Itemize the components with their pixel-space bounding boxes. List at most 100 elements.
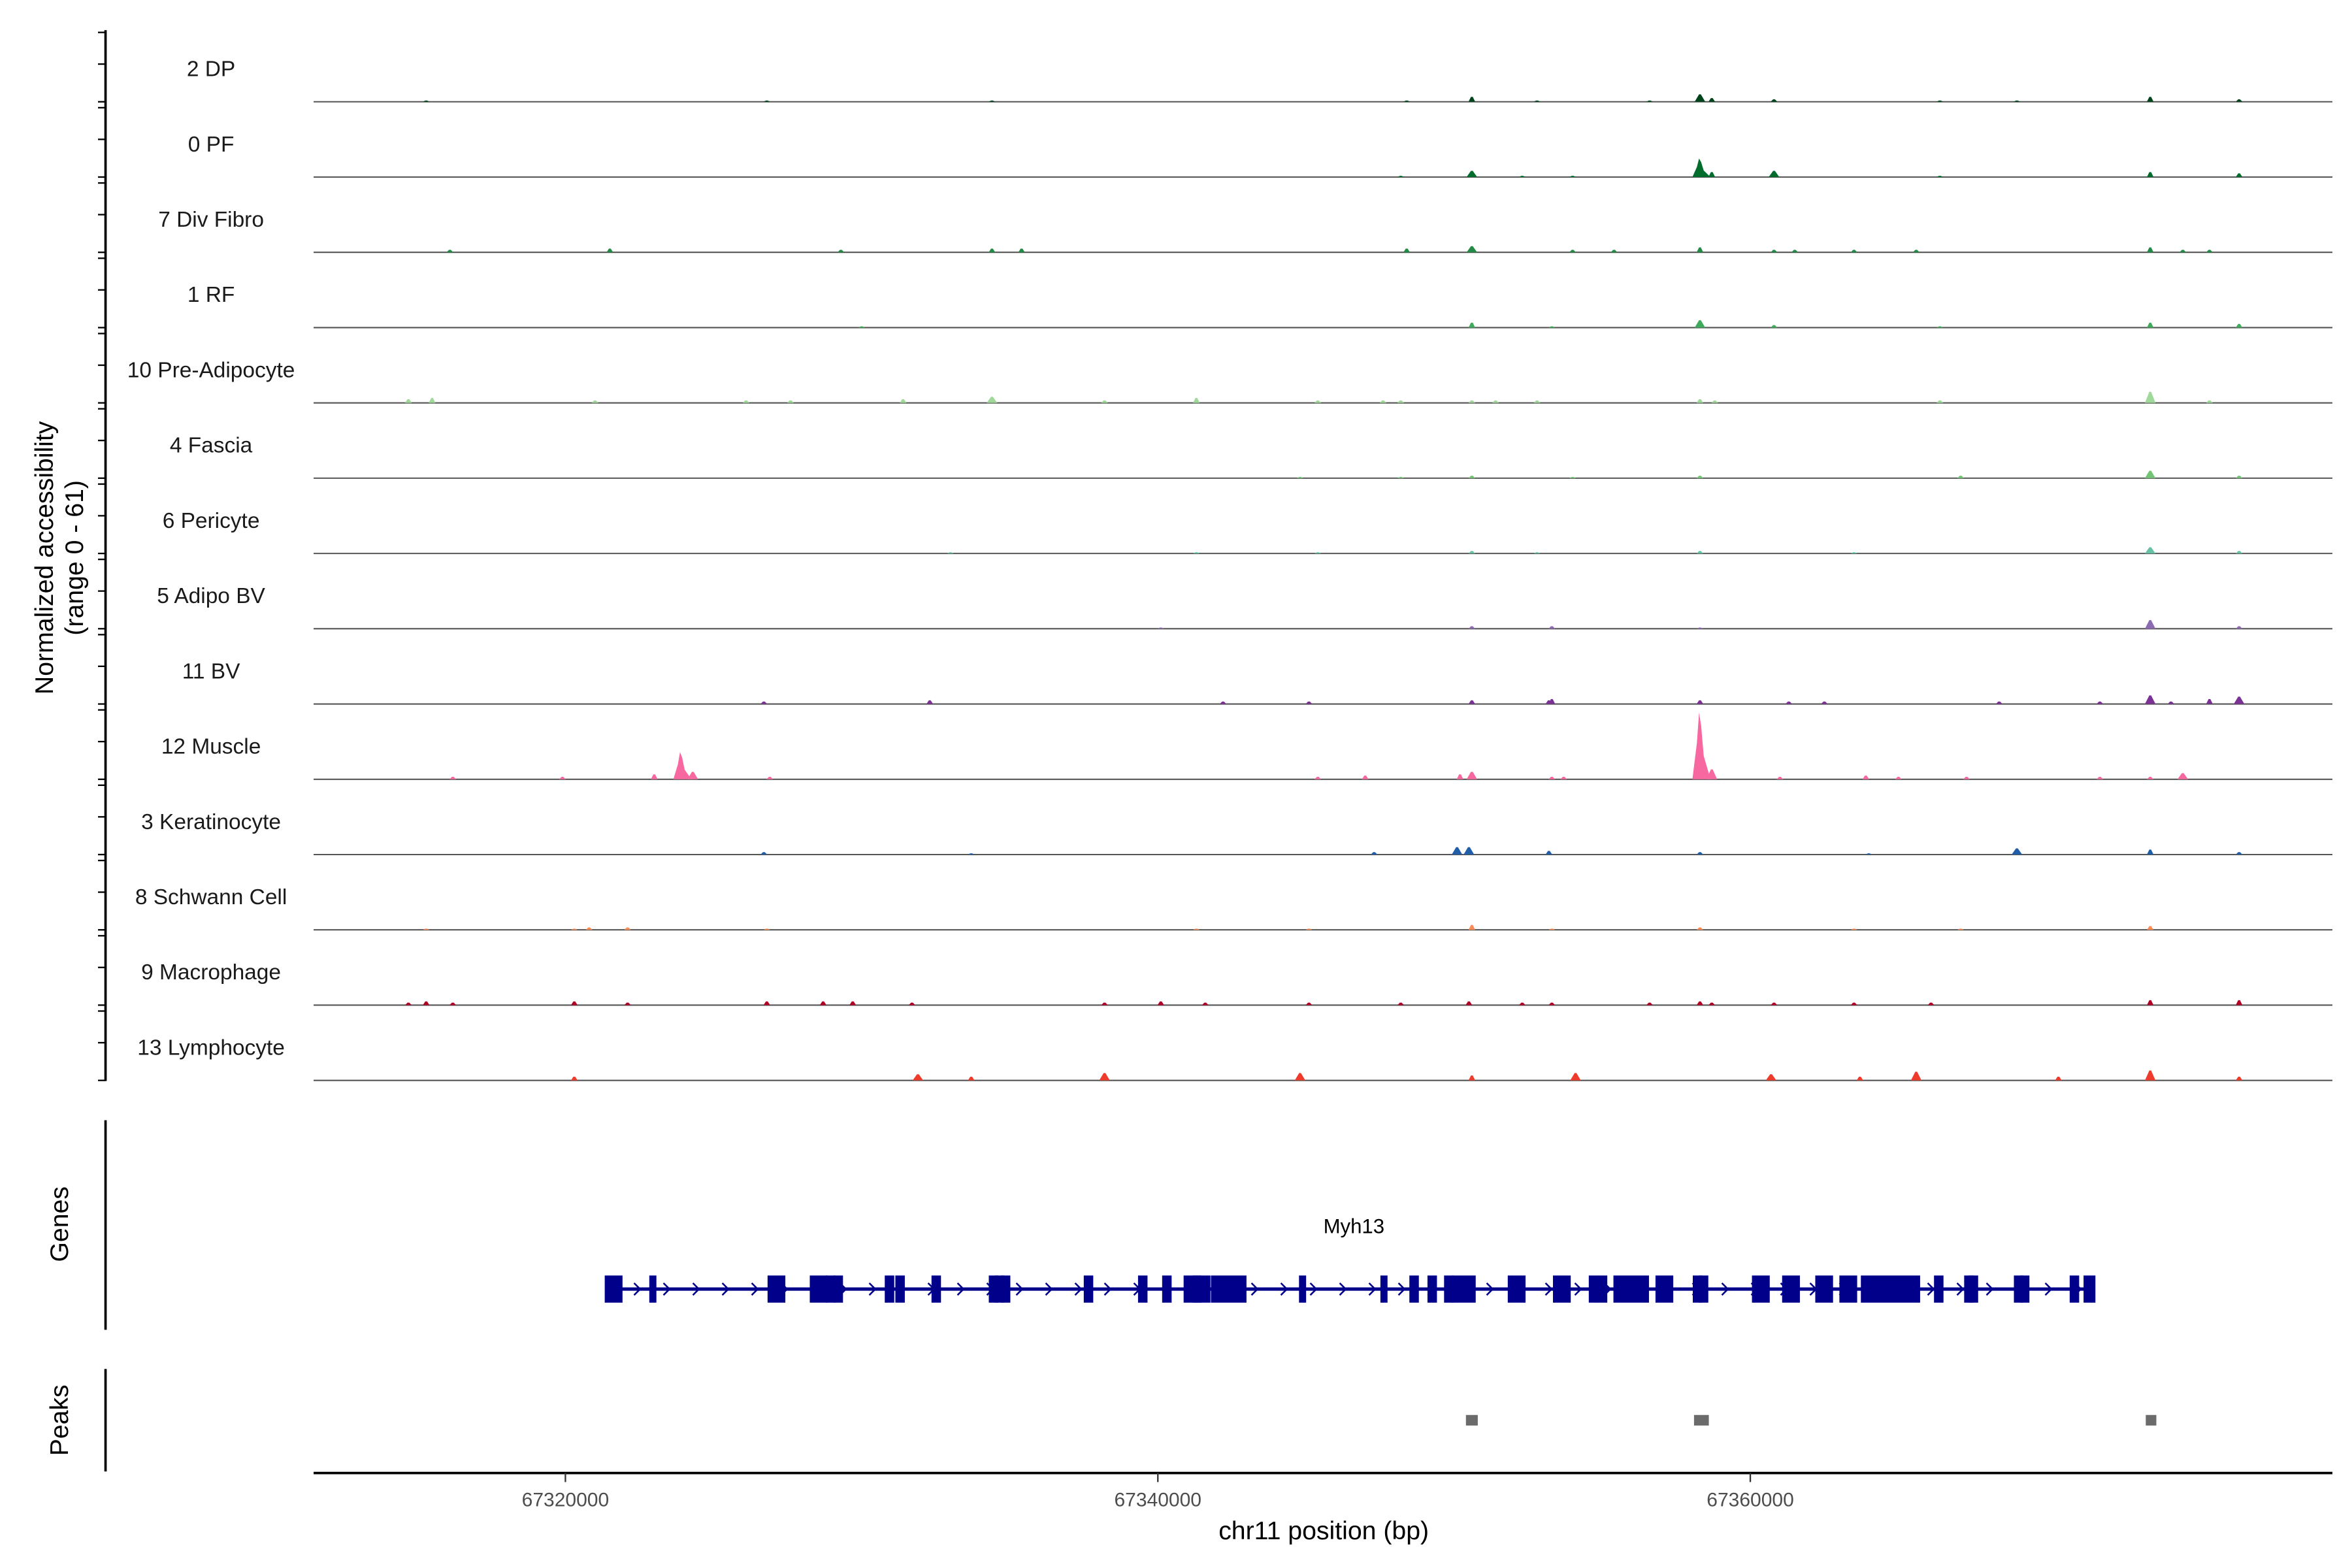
coverage-peak [1371,852,1378,855]
coverage-peak [1452,847,1463,855]
x-tick-label: 67320000 [522,1489,609,1511]
track-label: 9 Macrophage [141,960,281,985]
strand-arrow-icon [1280,1282,1288,1296]
track: 5 Adipo BV [157,584,2332,630]
coverage-peak [1468,700,1475,704]
gene-exon [1613,1275,1649,1303]
coverage-peak [2147,776,2154,779]
track-label: 8 Schwann Cell [135,885,287,909]
coverage-peak [624,1002,631,1005]
coverage-peak [585,927,593,930]
coverage-peak [2055,1076,2062,1081]
gene-exon [1861,1275,1920,1303]
coverage-peak [912,1074,924,1081]
track: 11 BV [182,659,2332,705]
peak-region [1693,1414,1709,1426]
coverage-peak [1708,1002,1716,1005]
strand-arrow-icon [1309,1282,1318,1296]
gene-exon [1452,1275,1476,1303]
coverage-peak [1468,551,1475,554]
coverage-peak [1785,701,1793,704]
coverage-peak [1912,250,1920,253]
coverage-peak [429,398,436,403]
coverage-peak [858,326,865,328]
strand-arrow-icon [868,1282,877,1296]
coverage-peak [673,752,692,779]
coverage-peak [405,399,412,403]
gene-exon [895,1275,905,1303]
coverage-peak [1862,776,1869,779]
coverage-peak [1646,1002,1653,1005]
coverage-peak [1548,776,1556,779]
track-label: 0 PF [188,133,235,157]
coverage-peak [1468,322,1475,328]
coverage-peak [1696,476,1704,478]
coverage-peak [1305,701,1313,704]
track-label: 2 DP [187,57,235,82]
gene-exon [2083,1275,2096,1303]
track: 9 Macrophage [141,960,2332,1006]
coverage-peak [2234,696,2245,704]
coverage-peak [1101,1002,1108,1005]
peak-region [1465,1414,1478,1426]
gene-exon [1444,1275,1454,1303]
coverage-peak [1468,626,1475,629]
strand-arrow-icon [1045,1282,1053,1296]
coverage-peak [2145,391,2156,403]
coverage-peak [1403,248,1411,253]
gene-exon [2069,1275,2080,1303]
coverage-peak [1468,1075,1475,1081]
coverage-peak [1696,927,1704,930]
coverage-peak [1314,400,1322,403]
strand-arrow-icon [1927,1282,1935,1296]
strand-arrow-icon [1544,1282,1553,1296]
strand-arrow-icon [662,1282,671,1296]
track: 1 RF [188,283,2332,329]
coverage-peak [1468,97,1475,102]
coverage-peak [651,774,658,779]
coverage-peak [1193,552,1200,554]
gene-exon [649,1275,657,1303]
coverage-peak [449,776,457,779]
coverage-peak [1696,700,1704,704]
coverage-peak [2147,247,2154,253]
coverage-peak [1765,1074,1776,1081]
track: 13 Lymphocyte [137,1036,2332,1081]
coverage-peak [1856,1076,1863,1081]
coverage-peak [2147,849,2154,855]
gene-exon [1552,1275,1571,1303]
gene-exon [1752,1275,1770,1303]
coverage-peak [1533,552,1541,554]
coverage-peak [2236,1000,2243,1005]
coverage-peak [763,928,770,930]
coverage-peak [787,400,794,403]
coverage-peak [1995,701,2002,704]
coverage-peak [1465,1001,1473,1005]
coverage-peak [1463,847,1475,855]
coverage-peak [449,1002,457,1005]
gene-exon [1427,1275,1437,1303]
coverage-peak [1769,171,1780,177]
coverage-peak [987,397,998,403]
coverage-peak [947,552,954,554]
coverage-peak [1533,400,1541,403]
gene-exon [1211,1275,1247,1303]
coverage-peak [1468,476,1475,478]
coverage-peak [2147,97,2154,102]
track-label: 10 Pre-Adipocyte [127,358,295,382]
coverage-peak [1957,928,1965,930]
gene-exon [833,1275,843,1303]
coverage-peak [1821,701,1828,704]
coverage-peak [1707,769,1718,779]
track: 8 Schwann Cell [135,885,2332,931]
coverage-peak [988,100,996,102]
coverage-peak [570,928,578,930]
coverage-peak [1397,400,1405,403]
gene-exon [604,1275,623,1303]
coverage-peak [2145,695,2156,704]
coverage-peak [570,1076,578,1081]
coverage-peak [1927,1002,1935,1005]
gene-exon [1699,1275,1708,1303]
track: 12 Muscle [161,712,2332,780]
